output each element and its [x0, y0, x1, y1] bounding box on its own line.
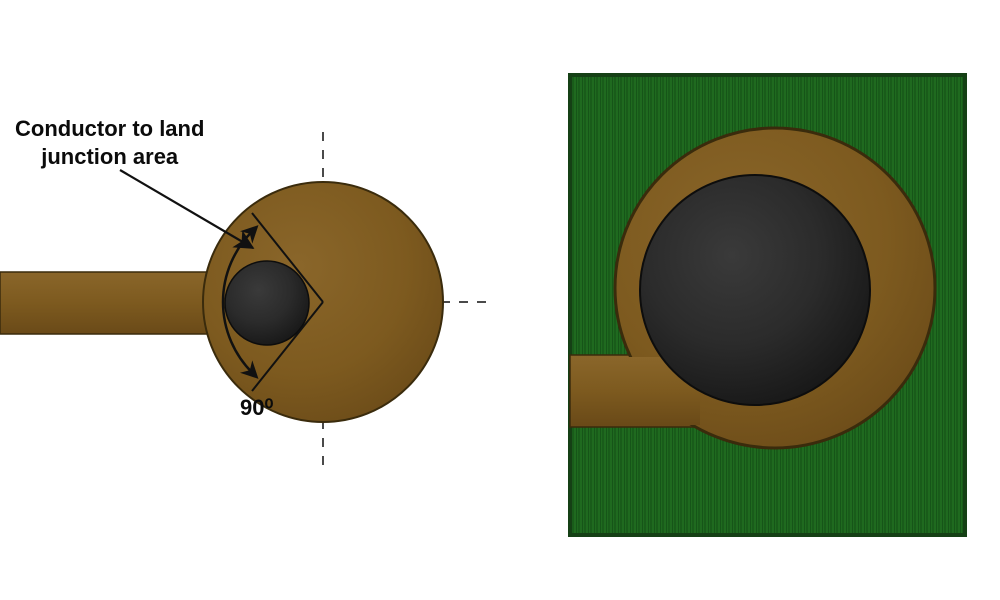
right-diagram: [570, 75, 965, 535]
diagram-svg: 90⁰: [0, 0, 1000, 600]
junction-label: Conductor to land junction area: [15, 115, 204, 170]
angle-label: 90⁰: [240, 395, 273, 420]
drill-hole-left: [225, 261, 309, 345]
junction-label-line1: Conductor to land: [15, 115, 204, 143]
diagram-stage: Conductor to land junction area: [0, 0, 1000, 600]
junction-label-line2: junction area: [15, 143, 204, 171]
drill-hole-right: [640, 175, 870, 405]
callout-arrow: [120, 170, 253, 248]
left-diagram: [0, 132, 493, 472]
